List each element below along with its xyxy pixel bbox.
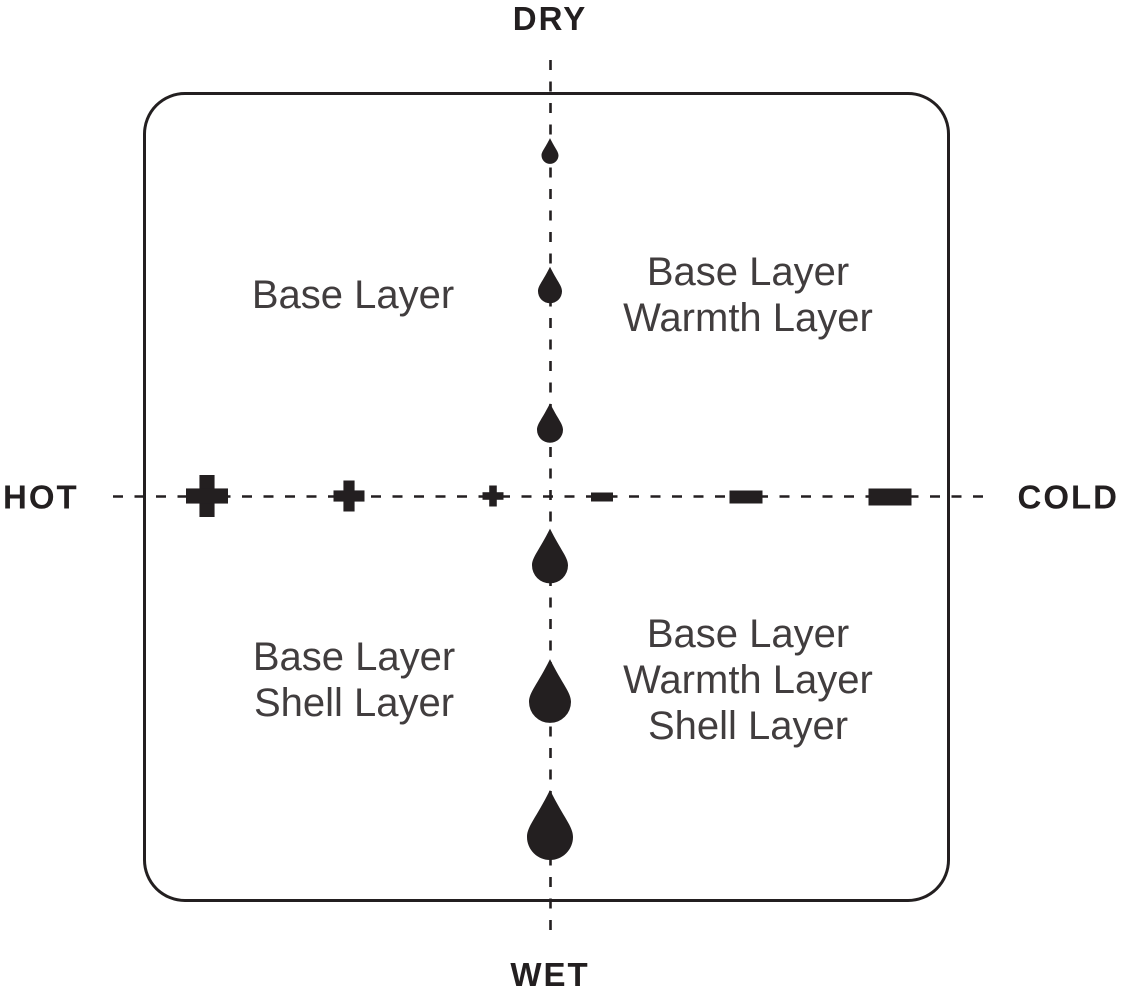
- quadrant-line: Base Layer: [646, 250, 850, 294]
- plus-icon: [482, 485, 504, 507]
- quadrant-line: Base Layer: [646, 612, 850, 656]
- minus-icon: [729, 490, 763, 504]
- axis-label-dry: DRY: [512, 0, 588, 37]
- droplet-icon: [532, 528, 568, 584]
- minus-icon: [868, 488, 912, 506]
- plus-icon: [333, 480, 365, 512]
- quadrant-line: Warmth Layer: [623, 658, 873, 702]
- plus-icon-hbar: [186, 488, 228, 504]
- quadrant-line: Base Layer: [251, 273, 455, 317]
- axis-label-wet: WET: [510, 956, 590, 993]
- minus-icon: [591, 492, 613, 502]
- quadrant-label-bottom-left: Base Layer Shell Layer: [253, 634, 455, 726]
- quadrant-line: Shell Layer: [253, 681, 455, 725]
- quadrant-label-top-left: Base Layer: [252, 272, 454, 318]
- plus-icon: [186, 475, 228, 517]
- quadrant-line: Warmth Layer: [623, 296, 873, 340]
- droplet-icon: [529, 659, 571, 723]
- plus-icon-hbar: [482, 492, 504, 500]
- axis-label-hot: HOT: [3, 478, 79, 516]
- droplet-icon: [537, 403, 563, 443]
- droplet-icon: [527, 790, 573, 860]
- plus-icon-hbar: [333, 490, 365, 502]
- droplet-icon: [541, 138, 559, 164]
- droplet-icon: [538, 266, 562, 304]
- axis-label-cold: COLD: [1017, 478, 1119, 516]
- quadrant-line: Base Layer: [252, 635, 456, 679]
- axis-markers: [186, 138, 912, 860]
- quadrant-line: Shell Layer: [647, 704, 849, 748]
- quadrant-label-bottom-right: Base Layer Warmth Layer Shell Layer: [623, 611, 873, 749]
- quadrant-label-top-right: Base Layer Warmth Layer: [623, 249, 873, 341]
